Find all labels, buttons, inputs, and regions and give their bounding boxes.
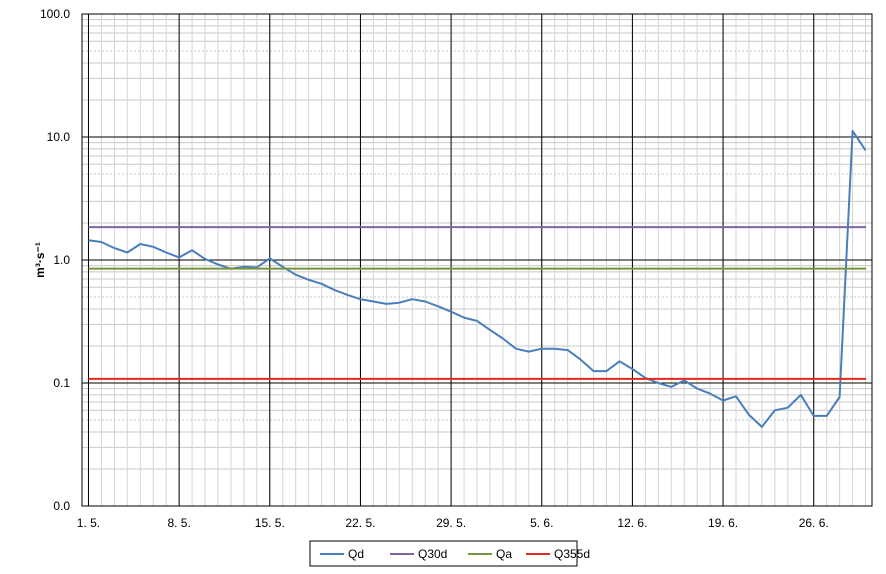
x-tick-label: 5. 6.: [530, 516, 553, 530]
x-tick-label: 26. 6.: [799, 516, 829, 530]
x-tick-label: 12. 6.: [617, 516, 647, 530]
y-tick-label: 0.1: [53, 376, 70, 390]
x-tick-label: 1. 5.: [77, 516, 100, 530]
x-tick-label: 22. 5.: [345, 516, 375, 530]
y-axis-ticks: 100.0 10.0 1.0 0.1 0.0: [40, 7, 70, 513]
x-tick-label: 29. 5.: [436, 516, 466, 530]
x-axis-ticks: 1. 5. 8. 5. 15. 5. 22. 5. 29. 5. 5. 6. 12. 6. 1…: [77, 516, 829, 530]
legend-label: Q30d: [418, 547, 447, 561]
series-qd-line: [88, 129, 867, 428]
legend-label: Q355d: [554, 547, 590, 561]
x-tick-label: 19. 6.: [708, 516, 738, 530]
plot-area-border: [81, 13, 873, 507]
y-tick-label: 1.0: [53, 253, 70, 267]
y-axis-label: m³·s⁻¹: [33, 242, 47, 278]
x-tick-label: 8. 5.: [167, 516, 190, 530]
y-tick-label: 0.0: [53, 499, 70, 513]
legend: Qd Q30d Qa Q355d: [309, 540, 590, 567]
legend-label: Qd: [348, 547, 364, 561]
y-tick-label: 10.0: [47, 130, 71, 144]
legend-label: Qa: [496, 547, 512, 561]
x-tick-label: 15. 5.: [255, 516, 285, 530]
series-lines: [88, 129, 867, 428]
y-tick-label: 100.0: [40, 7, 70, 21]
